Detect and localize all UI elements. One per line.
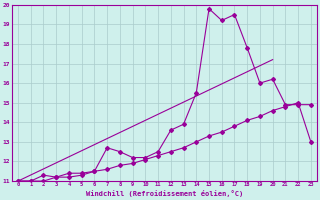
X-axis label: Windchill (Refroidissement éolien,°C): Windchill (Refroidissement éolien,°C): [86, 190, 243, 197]
